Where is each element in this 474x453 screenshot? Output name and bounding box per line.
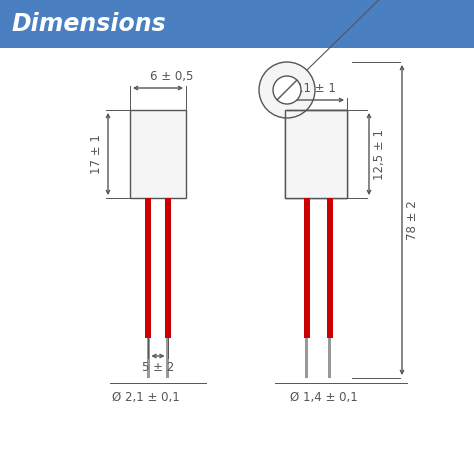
Text: 5 ± 2: 5 ± 2 — [142, 361, 174, 374]
Text: 6 ± 0,5: 6 ± 0,5 — [150, 70, 193, 83]
Bar — [0, 0, 474, 48]
Bar — [166, 338, 169, 378]
Bar — [130, 110, 186, 198]
Bar — [285, 110, 347, 198]
Bar — [305, 338, 308, 378]
Bar — [147, 338, 150, 378]
Bar — [285, 110, 347, 198]
Text: Dimensions: Dimensions — [12, 12, 167, 36]
Text: Ø 1,4 ± 0,1: Ø 1,4 ± 0,1 — [290, 391, 358, 404]
Text: 11 ± 1: 11 ± 1 — [296, 82, 336, 95]
Bar — [304, 198, 310, 338]
Bar — [327, 198, 333, 338]
Bar — [285, 110, 347, 198]
Bar — [146, 198, 152, 338]
Circle shape — [259, 62, 315, 118]
Circle shape — [273, 76, 301, 104]
Bar — [328, 338, 331, 378]
Text: Ø 2,1 ± 0,1: Ø 2,1 ± 0,1 — [112, 391, 180, 404]
Text: 17 ± 1: 17 ± 1 — [90, 134, 103, 174]
Text: 78 ± 2: 78 ± 2 — [406, 200, 419, 240]
Text: 12,5 ± 1: 12,5 ± 1 — [373, 129, 386, 179]
Bar — [164, 198, 171, 338]
